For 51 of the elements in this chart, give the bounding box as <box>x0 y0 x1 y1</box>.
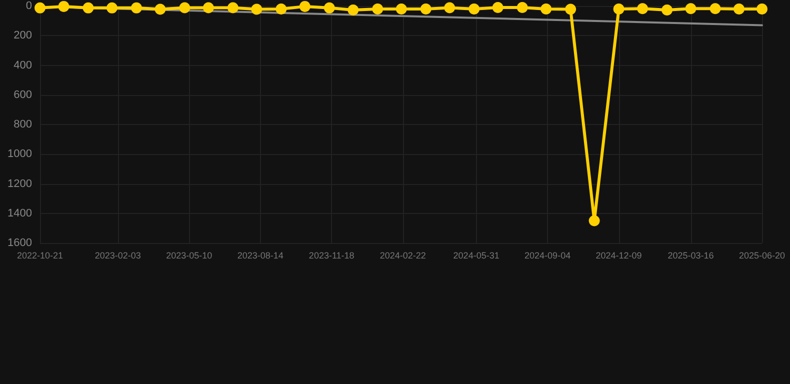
point <box>468 3 480 14</box>
point <box>130 2 142 14</box>
x-tick-label: 2024-09-04 <box>524 250 571 260</box>
point <box>82 2 94 14</box>
y-tick-label: 1200 <box>8 178 32 190</box>
point <box>106 2 118 14</box>
point <box>348 4 359 16</box>
y-tick-label: 1000 <box>8 148 32 160</box>
point <box>685 3 696 14</box>
y-tick-label: 800 <box>14 118 32 130</box>
x-tick-label: 2023-02-03 <box>94 250 141 260</box>
point <box>540 3 552 14</box>
x-tick-label: 2024-02-22 <box>380 250 426 260</box>
x-tick-label: 2022-10-21 <box>16 250 64 260</box>
y-tick-label: 1400 <box>8 207 32 220</box>
x-tick-label: 2024-12-09 <box>596 250 642 260</box>
point <box>444 2 456 14</box>
x-tick-label: 2025-06-20 <box>738 250 786 260</box>
x-tick-label: 2025-03-16 <box>668 250 714 260</box>
x-tick-label: 2023-05-10 <box>166 250 212 260</box>
point <box>299 0 310 12</box>
point <box>202 2 214 14</box>
x-tick-label: 2024-05-31 <box>453 250 500 260</box>
x-tick-label: 2023-11-18 <box>308 250 354 260</box>
point <box>565 4 576 15</box>
y-tick-label: 200 <box>14 30 32 42</box>
y-tick-label: 400 <box>14 59 32 72</box>
point <box>372 3 384 14</box>
point <box>710 3 721 14</box>
point <box>734 3 744 14</box>
y-tick-label: 1600 <box>8 237 32 249</box>
point <box>662 4 673 16</box>
point <box>756 3 768 14</box>
point <box>613 3 624 14</box>
point <box>251 4 262 15</box>
point <box>58 0 70 12</box>
point <box>420 3 432 14</box>
point <box>396 3 407 14</box>
y-tick-label: 0 <box>26 0 32 12</box>
point <box>276 3 287 14</box>
y-tick-label: 600 <box>14 88 32 101</box>
point <box>637 3 648 14</box>
point <box>492 2 504 13</box>
x-tick-label: 2023-08-14 <box>237 250 284 260</box>
point <box>588 215 600 226</box>
point <box>324 2 335 14</box>
point <box>179 2 190 14</box>
point <box>516 2 528 13</box>
point <box>227 2 238 14</box>
point <box>154 4 166 15</box>
point <box>34 2 46 14</box>
